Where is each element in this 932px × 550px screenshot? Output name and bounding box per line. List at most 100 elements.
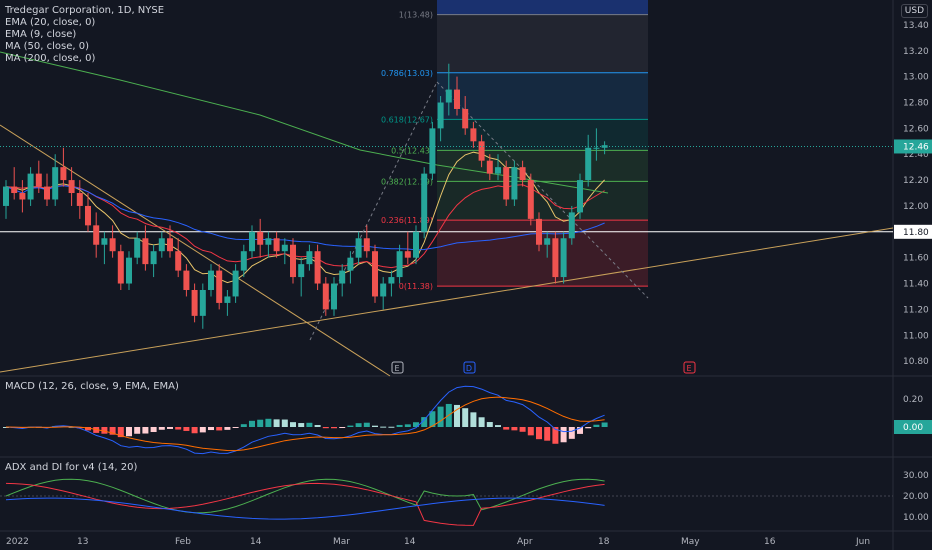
candle-body [257, 231, 264, 245]
fib-zone [437, 181, 648, 221]
fib-zone [437, 72, 648, 120]
event-marker-box [391, 361, 404, 374]
candle-body [544, 238, 551, 245]
candle-body [76, 193, 83, 206]
candle-body [355, 238, 362, 258]
candle-body [44, 186, 50, 200]
symbol-title[interactable]: Tredegar Corporation, 1D, NYSE [5, 5, 165, 16]
time-tick-label: 16 [764, 537, 776, 547]
price-tick-label: 12.60 [903, 124, 929, 134]
currency-label[interactable]: USD [900, 4, 928, 18]
macd-histogram-bar [380, 426, 387, 428]
fib-extension-zone [437, 0, 648, 15]
price-tick-label: 12.20 [903, 176, 929, 186]
candle-body [314, 251, 321, 284]
time-tick-label: 18 [598, 537, 610, 547]
event-marker-letter: E [394, 364, 399, 373]
chart-axes: 13.40 13.20 13.00 12.80 12.60 12.40 12.20 12.00… [0, 21, 932, 547]
macd-histogram-bar [396, 424, 403, 427]
time-tick-label: 14 [250, 537, 262, 547]
candle-body [380, 283, 387, 297]
candle-body [240, 251, 247, 271]
event-marker-letter: D [466, 364, 472, 373]
last-price-label: 12.46 [903, 142, 929, 152]
macd-histogram-bar [511, 427, 518, 431]
candle-body [478, 141, 485, 161]
adx-tick-label: 30.00 [903, 471, 929, 481]
macd-histogram-bar [478, 417, 485, 427]
macd-histogram-bar [109, 427, 116, 435]
candle-body [560, 238, 567, 278]
candle-body [454, 89, 460, 109]
indicator-ema9[interactable]: EMA (9, close) [5, 29, 77, 40]
macd-histogram-bar [191, 427, 198, 434]
chart-legend: Tredegar Corporation, 1D, NYSE EMA (20, … [5, 5, 164, 65]
macd-histogram-bar [183, 427, 190, 431]
candle-body [601, 145, 608, 148]
macd-histogram-bar [577, 427, 583, 434]
candle-body [445, 89, 452, 103]
last-price-box [894, 139, 932, 154]
fib-level-label: 0.236(11.89) [381, 216, 433, 225]
candle-body [413, 231, 419, 258]
fib-level-label: 0.382(12.19) [381, 177, 433, 186]
macd-histogram-bar [388, 426, 395, 428]
macd-histogram-bar [495, 425, 501, 427]
candle-body [511, 167, 518, 200]
event-marker-box [683, 361, 696, 374]
macd-histogram-bar [199, 427, 206, 433]
candle-body [85, 205, 91, 226]
candle-body [183, 270, 190, 290]
time-tick-label: Feb [175, 537, 191, 547]
candle-body [519, 167, 526, 181]
candle-body [265, 238, 272, 245]
macd-histogram-bar [290, 422, 296, 427]
candle-body [126, 257, 132, 284]
macd-histogram-bar [421, 417, 428, 427]
down-trendline [0, 124, 391, 377]
candle-body [68, 180, 75, 194]
macd-histogram-bar [208, 427, 214, 431]
macd-histogram-bar [601, 422, 608, 427]
macd-histogram-bar [240, 424, 247, 427]
adx-tick-label: 10.00 [903, 513, 929, 523]
price-tick-label: 12.40 [903, 150, 929, 160]
indicator-ema20[interactable]: EMA (20, close, 0) [5, 17, 96, 28]
macd-histogram-bar [175, 427, 182, 430]
macd-histogram-bar [126, 427, 132, 437]
indicator-ma50[interactable]: MA (50, close, 0) [5, 41, 90, 52]
fib-level-label: 0.618(12.67) [381, 115, 433, 124]
price-tick-label: 12.80 [903, 99, 929, 109]
macd-histogram-bar [232, 427, 239, 428]
adx-title[interactable]: ADX and DI for v4 (14, 20) [5, 462, 138, 473]
time-tick-label: Mar [333, 537, 350, 547]
macd-histogram-bar [544, 427, 551, 441]
macd-tick-label: 0.20 [903, 395, 923, 405]
macd-histogram-bar [117, 427, 124, 438]
candle-body [470, 128, 477, 142]
candle-body [568, 212, 575, 239]
candle-body [585, 147, 592, 181]
macd-histogram-bar [593, 424, 600, 427]
price-tick-label: 11.60 [903, 254, 929, 264]
candle-body [93, 225, 100, 245]
macd-histogram-bar [437, 406, 444, 427]
time-tick-label: 2022 [6, 537, 29, 547]
candle-body [150, 251, 157, 265]
candle-body [224, 296, 231, 303]
level-price-label: 11.80 [903, 228, 929, 238]
adx-pane: 30.00 20.00 10.00 [0, 471, 929, 526]
event-marker-box [463, 361, 476, 374]
fib-retracement[interactable]: 1(13.48) 0.786(13.03) 0.618(12.67) 0.5(12.4… [381, 0, 648, 291]
macd-title[interactable]: MACD (12, 26, close, 9, EMA, EMA) [5, 381, 179, 392]
candle-body [486, 160, 493, 174]
candle-body [27, 173, 34, 200]
indicator-ma200[interactable]: MA (200, close, 0) [5, 53, 96, 64]
fib-zone [437, 14, 648, 73]
candle-body [503, 167, 510, 200]
macd-histogram-bar [101, 427, 108, 434]
macd-histogram-bar [134, 427, 141, 434]
candle-body [577, 180, 583, 213]
